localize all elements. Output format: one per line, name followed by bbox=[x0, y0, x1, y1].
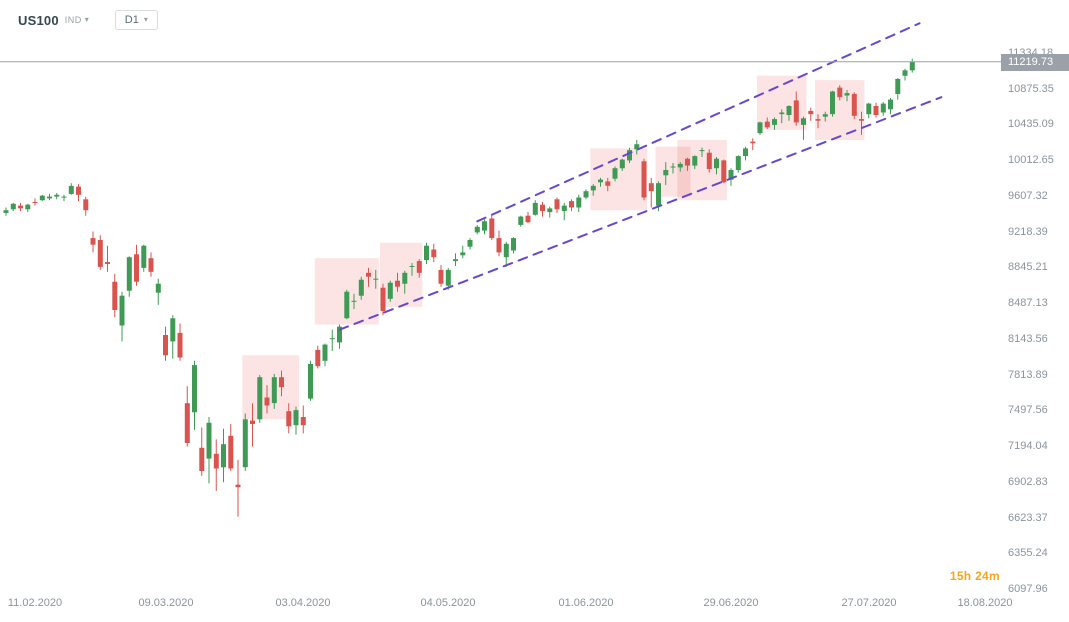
time-axis-label: 09.03.2020 bbox=[138, 597, 194, 609]
price-axis-label: 7497.56 bbox=[1008, 404, 1048, 416]
price-axis-label: 8845.21 bbox=[1008, 261, 1048, 273]
time-axis-label: 18.08.2020 bbox=[957, 597, 1013, 609]
price-axis-label: 7813.89 bbox=[1008, 369, 1048, 381]
price-axis-label: 8487.13 bbox=[1008, 297, 1048, 309]
price-axis-label: 7194.04 bbox=[1008, 440, 1048, 452]
instrument-chevron-down-icon[interactable]: ▾ bbox=[84, 15, 89, 24]
price-axis-label: 10875.35 bbox=[1008, 83, 1054, 95]
price-axis-label: 6902.83 bbox=[1008, 476, 1048, 488]
price-axis-label: 10435.09 bbox=[1008, 118, 1054, 130]
candles bbox=[3, 58, 915, 517]
time-axis-label: 01.06.2020 bbox=[558, 597, 614, 609]
price-axis-label: 9218.39 bbox=[1008, 226, 1048, 238]
timeframe-label: D1 bbox=[124, 14, 139, 26]
timeframe-chevron-down-icon: ▾ bbox=[143, 15, 148, 24]
candle-countdown-timer: 15h 24m bbox=[949, 569, 1000, 583]
price-axis-label: 6623.37 bbox=[1008, 512, 1048, 524]
timeframe-dropdown[interactable]: D1 ▾ bbox=[114, 10, 158, 30]
time-axis-label: 29.06.2020 bbox=[703, 597, 759, 609]
time-axis-label: 03.04.2020 bbox=[275, 597, 331, 609]
chart-header: US100 IND ▾ D1 ▾ bbox=[18, 10, 158, 30]
time-axis-label: 27.07.2020 bbox=[841, 597, 897, 609]
price-axis-label: 10012.65 bbox=[1008, 154, 1054, 166]
trend-channel[interactable] bbox=[338, 22, 943, 331]
price-axis-label: 8143.56 bbox=[1008, 333, 1048, 345]
price-axis-label: 6355.24 bbox=[1008, 547, 1048, 559]
instrument-symbol[interactable]: US100 bbox=[18, 12, 59, 28]
time-axis-label: 04.05.2020 bbox=[420, 597, 476, 609]
price-axis-label: 9607.32 bbox=[1008, 190, 1048, 202]
instrument-type-label: IND bbox=[64, 15, 82, 25]
current-price-badge: 11219.73 bbox=[1001, 54, 1069, 71]
price-axis-label: 6097.96 bbox=[1008, 583, 1048, 595]
time-axis-label: 11.02.2020 bbox=[7, 597, 63, 609]
